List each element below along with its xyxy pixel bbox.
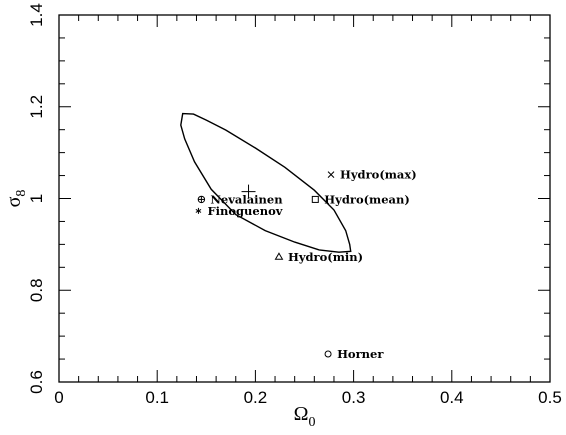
cross-marker [327, 171, 335, 178]
point-label: Hydro(min) [288, 250, 363, 264]
x-tick-label: 0.1 [145, 388, 169, 407]
point-hydro-mean: Hydro(mean) [311, 192, 410, 206]
x-axis-label: Ω0 [294, 403, 316, 430]
triangle-marker [274, 252, 284, 260]
point-hydro-max: Hydro(max) [327, 168, 417, 182]
data-points: Hydro(max) Hydro(mean) NevalainenFinogueno… [195, 168, 417, 361]
x-tick-label: 0.5 [538, 388, 562, 407]
y-axis-label: σ8 [3, 190, 29, 208]
point-horner: Horner [324, 347, 384, 361]
point-label: Hydro(max) [340, 168, 417, 182]
point-hydro-min: Hydro(min) [274, 250, 363, 264]
asterisk-marker [195, 208, 202, 213]
circle-marker [324, 350, 332, 358]
best-fit-marker [241, 184, 256, 199]
point-finoguenov: Finoguenov [195, 204, 283, 218]
y-tick-label: 1.2 [27, 95, 46, 119]
point-nevalainen: Nevalainen [197, 192, 283, 206]
point-label: Finoguenov [207, 204, 282, 218]
point-label: Hydro(mean) [324, 192, 410, 206]
point-label: Nevalainen [210, 192, 283, 206]
square-marker [311, 195, 319, 203]
y-tick-label: 1 [27, 194, 46, 203]
plot-frame [58, 14, 551, 383]
y-tick-label: 0.8 [27, 278, 46, 302]
y-tick-label: 1.4 [27, 3, 46, 27]
x-tick-label: 0.4 [440, 388, 464, 407]
y-tick-label: 0.6 [27, 370, 46, 394]
ticks [58, 14, 551, 383]
confidence-contour [180, 112, 352, 253]
tick-labels: 0 0.1 0.2 0.3 0.4 0.5 0.6 0.8 1 1.2 1.4 [27, 3, 562, 407]
x-tick-label: 0 [54, 388, 63, 407]
x-tick-label: 0.3 [342, 388, 366, 407]
point-label: Horner [337, 347, 384, 361]
x-tick-label: 0.2 [244, 388, 268, 407]
